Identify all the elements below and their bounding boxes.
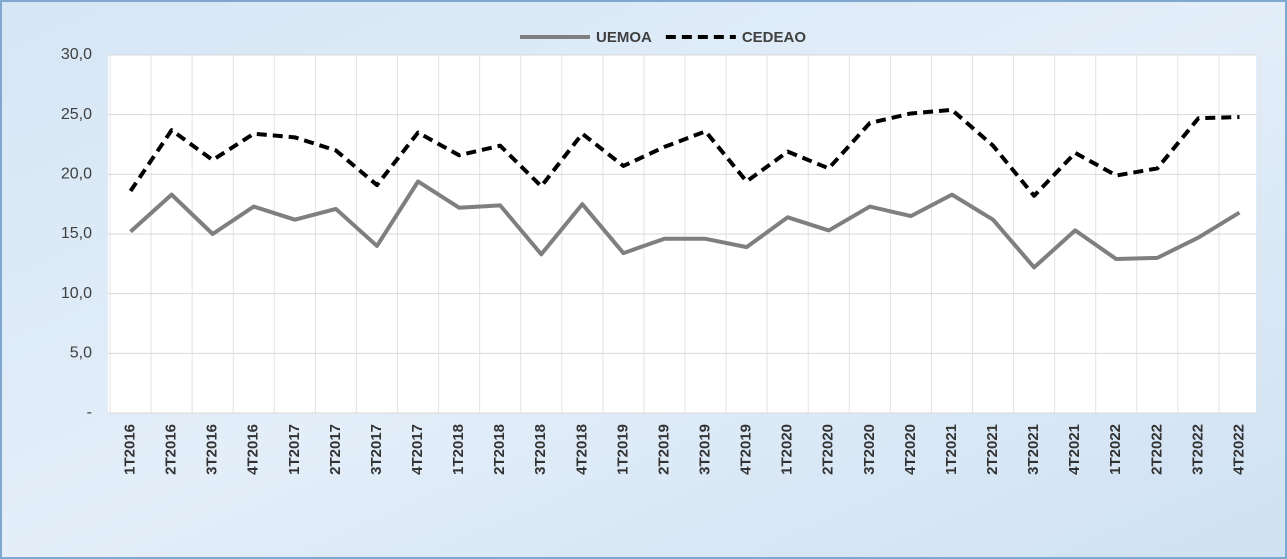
series-line (129, 179, 1241, 270)
x-tick-label: 4T2021 (1066, 424, 1083, 475)
x-tick-label: 4T2022 (1230, 424, 1247, 475)
y-tick-label: 25,0 (61, 106, 92, 123)
y-tick-label: 20,0 (61, 166, 92, 183)
x-tick-label: 3T2018 (532, 424, 549, 475)
x-tick-label: 3T2016 (204, 424, 221, 475)
series-line (128, 107, 1240, 198)
x-tick-label: 2T2021 (984, 424, 1001, 475)
x-tick-label: 2T2018 (491, 424, 508, 475)
legend-label: UEMOA (596, 29, 652, 46)
x-tick-label: 2T2017 (327, 424, 344, 475)
x-tick-label: 4T2020 (902, 424, 919, 475)
y-tick-label: 30,0 (61, 46, 92, 63)
y-tick-label: 10,0 (61, 285, 92, 302)
x-tick-label: 3T2019 (697, 424, 714, 475)
x-tick-label: 1T2017 (286, 424, 303, 475)
x-tick-label: 3T2022 (1189, 424, 1206, 475)
x-tick-label: 1T2018 (450, 424, 467, 475)
x-tick-label: 1T2021 (943, 424, 960, 475)
x-tick-label: 3T2017 (368, 424, 385, 475)
x-tick-label: 2T2019 (655, 424, 672, 475)
x-tick-label: 1T2016 (122, 424, 139, 475)
x-tick-label: 1T2022 (1107, 424, 1124, 475)
x-tick-label: 3T2020 (861, 424, 878, 475)
x-tick-label: 4T2017 (409, 424, 426, 475)
x-tick-label: 2T2020 (820, 424, 837, 475)
legend-label: CEDEAO (742, 29, 807, 46)
x-tick-label: 4T2019 (738, 424, 755, 475)
x-tick-label: 2T2016 (163, 424, 180, 475)
x-tick-label: 4T2018 (573, 424, 590, 475)
y-tick-label: 15,0 (61, 225, 92, 242)
x-tick-label: 4T2016 (245, 424, 262, 475)
x-tick-label: 2T2022 (1148, 424, 1165, 475)
x-tick-label: 1T2020 (779, 424, 796, 475)
y-tick-label: - (87, 404, 92, 421)
x-tick-label: 1T2019 (614, 424, 631, 475)
x-tick-label: 3T2021 (1025, 424, 1042, 475)
y-tick-label: 5,0 (70, 345, 92, 362)
